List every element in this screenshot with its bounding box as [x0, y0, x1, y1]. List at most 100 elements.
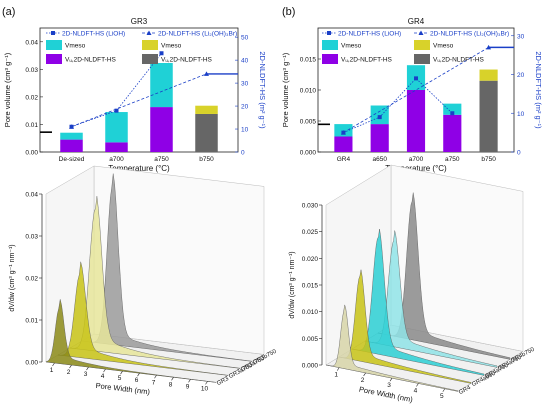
distribution-curve: [338, 269, 472, 384]
x-tick-mark: [69, 364, 72, 369]
x-tick-label: a650: [372, 156, 387, 163]
x-tick-label: 5: [118, 375, 122, 382]
legend-label-li2: 2D-NLDFT-HS (Li₂(OH)₃Br): [430, 31, 509, 38]
legend-label-vu_purple: Vᵤ,2D-NLDFT-HS: [65, 57, 117, 64]
line-marker-square: [159, 51, 164, 56]
chart-title: GR4: [408, 17, 425, 26]
y-tick-label: 0.03: [25, 67, 38, 74]
waterfall-chart-gr4: 0.000 0.005 0.010 0.015 0.020 0.025 0.030 dV/dw…: [289, 164, 536, 404]
bar-chart-gr3: GR3 0.00 0.01 0.02 0.03 0.04 0 10 20 30 40 50 Pore v…: [3, 17, 267, 173]
x-tick-label: 3: [387, 382, 391, 389]
y2-tick-label: 10: [241, 127, 249, 134]
line-marker-triangle: [340, 130, 346, 135]
plot-frame: [39, 27, 239, 153]
bar-segment: [150, 62, 173, 108]
x-tick-mark: [137, 373, 140, 377]
x-tick-mark: [154, 375, 157, 379]
legend-swatch-vu_grey: [414, 54, 430, 64]
y2-tick-label: 10: [517, 111, 525, 118]
legend-swatch-vu_purple: [322, 54, 338, 64]
legend-marker-square: [51, 31, 55, 35]
legend-swatch-vu_purple: [46, 54, 62, 64]
z-tick-label: 0.02: [25, 276, 38, 283]
bar-segment: [60, 132, 83, 140]
y-tick-label: 0.005: [300, 119, 317, 126]
x-tick-label: 1: [50, 367, 54, 374]
x-tick-mark: [336, 367, 340, 371]
x-tick-mark: [205, 381, 208, 385]
y2-tick-label: 0: [517, 150, 521, 157]
legend-marker-triangle: [146, 30, 152, 35]
y2-axis-title: 2D-NLDFT-HS (m² g⁻¹): [258, 51, 267, 129]
bar-chart-gr4: GR4 0.000 0.005 0.010 0.015 0 10 20 30 Pore volum…: [281, 17, 543, 173]
y-tick-label: 0.010: [300, 88, 317, 95]
series-label: GR4: [458, 385, 472, 396]
legend-label-lioh: 2D-NLDFT-HS (LiOH): [62, 31, 125, 38]
legend-swatch-vmeso_yellow: [142, 40, 158, 50]
legend-label-vmeso_cyan: Vmeso: [341, 43, 362, 50]
y-tick-label: 0.04: [25, 39, 38, 46]
legend-label-lioh: 2D-NLDFT-HS (LiOH): [338, 31, 401, 38]
bar-segment: [105, 112, 128, 143]
line-marker-square: [414, 76, 418, 81]
z-axis-title: dV/dw (cm³ g⁻¹ nm⁻¹): [289, 251, 296, 318]
legend-swatch-vu_grey: [142, 54, 158, 64]
y2-tick-label: 20: [241, 104, 249, 111]
x-tick-mark: [120, 371, 123, 375]
line-marker-square: [377, 115, 382, 120]
bar-segment: [105, 142, 128, 152]
x-tick-mark: [171, 377, 174, 381]
legend-swatch-vmeso_yellow: [414, 40, 430, 50]
x-tick-label: 2: [67, 369, 71, 376]
chart-title: GR3: [131, 17, 148, 26]
z-tick-label: 0.00: [25, 360, 38, 367]
bar-segment: [443, 114, 462, 152]
y-axis-title: Pore volume (cm³ g⁻¹): [3, 52, 12, 127]
panel-label-a: (a): [2, 6, 15, 18]
series-line: [71, 73, 207, 128]
bar-segment: [370, 105, 389, 125]
legend-label-vu_grey: Vᵤ,2D-NLDFT-HS: [433, 57, 485, 64]
x-tick-mark: [52, 362, 55, 367]
bar-segment: [443, 103, 462, 115]
bar-segment: [195, 113, 218, 152]
bar-segment: [150, 107, 173, 152]
legend-swatch-vmeso_cyan: [322, 40, 338, 50]
series-label: GR3: [216, 376, 230, 387]
x-tick-label: a700: [409, 156, 424, 163]
x-axis-title: Temperature (°C): [108, 164, 170, 173]
x-tick-label: 10: [201, 385, 209, 392]
z-axis-title: dV/dw (cm³ g⁻¹ nm⁻¹): [9, 244, 16, 311]
waterfall-chart-gr3: 0.00 0.01 0.02 0.03 0.04 dV/dw (cm³ g⁻¹ nm⁻¹)…: [9, 165, 278, 396]
y2-axis-title: 2D-NLDFT-HS (m² g⁻¹): [534, 51, 543, 129]
x-tick-label: b750: [199, 156, 214, 163]
legend-label-vmeso_cyan: Vmeso: [65, 43, 86, 50]
y-tick-label: 0.00: [25, 150, 38, 157]
bar-segment: [334, 136, 353, 152]
bar-segment: [479, 80, 498, 152]
x-tick-mark: [188, 379, 191, 383]
x-tick-mark: [442, 388, 446, 392]
x-axis-title: Temperature (°C): [385, 164, 447, 173]
x-tick-label: a700: [109, 156, 124, 163]
bar-segment: [195, 105, 218, 114]
panel-label-b: (b): [282, 6, 295, 18]
legend-swatch-vmeso_cyan: [46, 40, 62, 50]
x-tick-mark: [416, 383, 419, 387]
legend-label-li2: 2D-NLDFT-HS (Li₂(OH)₃Br): [158, 31, 237, 38]
y-axis-title: Pore volume (cm³ g⁻¹): [281, 52, 290, 127]
legend-marker-triangle: [418, 30, 424, 35]
legend-label-vu_grey: Vᵤ,2D-NLDFT-HS: [161, 57, 213, 64]
bar-segment: [60, 139, 83, 152]
x-tick-label: 4: [414, 387, 418, 394]
legend-label-vu_purple: Vᵤ,2D-NLDFT-HS: [341, 57, 393, 64]
legend-label-vmeso_yellow: Vmeso: [161, 43, 182, 50]
y2-tick-label: 50: [241, 35, 249, 42]
y2-tick-label: 40: [241, 58, 249, 65]
x-tick-mark: [363, 372, 366, 377]
z-tick-label: 0.005: [302, 336, 319, 343]
x-tick-label: 2: [361, 377, 365, 384]
z-tick-label: 0.015: [302, 283, 319, 290]
x-tick-label: GR4: [337, 156, 351, 163]
